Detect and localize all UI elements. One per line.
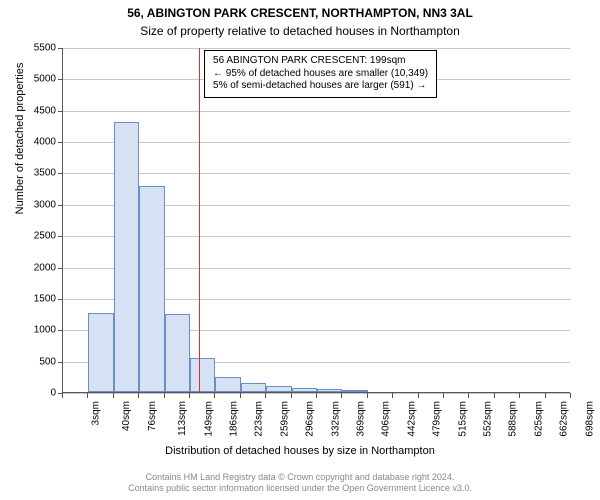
grid-line	[63, 48, 570, 49]
y-tick-label: 5000	[22, 74, 56, 85]
y-tick-label: 3500	[22, 168, 56, 179]
y-tick-label: 500	[22, 356, 56, 367]
x-tick-label: 625sqm	[533, 401, 544, 437]
y-tick-label: 1000	[22, 325, 56, 336]
footer-line1: Contains HM Land Registry data © Crown c…	[0, 472, 600, 483]
x-tick-label: 406sqm	[381, 401, 392, 437]
histogram-bar	[241, 383, 266, 392]
footer-line2: Contains public sector information licen…	[0, 483, 600, 494]
x-tick-label: 113sqm	[177, 401, 188, 436]
x-tick-label: 588sqm	[508, 401, 519, 437]
x-tick-label: 332sqm	[330, 401, 341, 437]
info-box-line: 5% of semi-detached houses are larger (5…	[213, 80, 428, 93]
x-tick-label: 296sqm	[305, 401, 316, 437]
y-tick-label: 4500	[22, 105, 56, 116]
x-tick-label: 223sqm	[254, 401, 265, 437]
histogram-bar	[215, 377, 240, 392]
info-box-line: ← 95% of detached houses are smaller (10…	[213, 68, 428, 81]
y-tick-label: 5500	[22, 43, 56, 54]
x-tick-label: 369sqm	[356, 401, 367, 437]
reference-line	[199, 48, 200, 392]
reference-info-box: 56 ABINGTON PARK CRESCENT: 199sqm← 95% o…	[204, 50, 437, 98]
x-tick-label: 40sqm	[121, 401, 132, 431]
x-tick-label: 662sqm	[559, 401, 570, 437]
y-tick-label: 3000	[22, 199, 56, 210]
x-tick-label: 698sqm	[584, 401, 595, 437]
footer-attribution: Contains HM Land Registry data © Crown c…	[0, 472, 600, 494]
histogram-bar	[88, 313, 113, 392]
histogram-bar	[317, 389, 342, 392]
x-tick-label: 515sqm	[457, 401, 468, 437]
x-tick-label: 76sqm	[147, 401, 158, 431]
x-tick-label: 479sqm	[432, 401, 443, 437]
x-tick-label: 442sqm	[406, 401, 417, 437]
grid-line	[63, 111, 570, 112]
x-tick-label: 3sqm	[90, 401, 101, 425]
chart-title-line2: Size of property relative to detached ho…	[0, 24, 600, 38]
x-axis-label: Distribution of detached houses by size …	[0, 445, 600, 457]
x-tick-label: 552sqm	[483, 401, 494, 437]
plot-area	[62, 48, 570, 393]
y-tick-label: 2000	[22, 262, 56, 273]
histogram-bar	[342, 390, 367, 393]
y-tick-label: 2500	[22, 231, 56, 242]
y-tick-label: 4000	[22, 137, 56, 148]
x-tick-label: 186sqm	[229, 401, 240, 437]
y-tick-label: 1500	[22, 293, 56, 304]
histogram-bar	[292, 388, 317, 392]
chart-title-line1: 56, ABINGTON PARK CRESCENT, NORTHAMPTON,…	[0, 6, 600, 20]
histogram-bar	[139, 186, 164, 392]
info-box-line: 56 ABINGTON PARK CRESCENT: 199sqm	[213, 55, 428, 68]
x-tick-label: 149sqm	[203, 401, 214, 437]
histogram-bar	[165, 314, 190, 392]
histogram-bar	[114, 122, 139, 392]
y-tick-label: 0	[22, 388, 56, 399]
x-tick-label: 259sqm	[279, 401, 290, 437]
histogram-bar	[190, 358, 215, 393]
histogram-bar	[266, 386, 291, 392]
